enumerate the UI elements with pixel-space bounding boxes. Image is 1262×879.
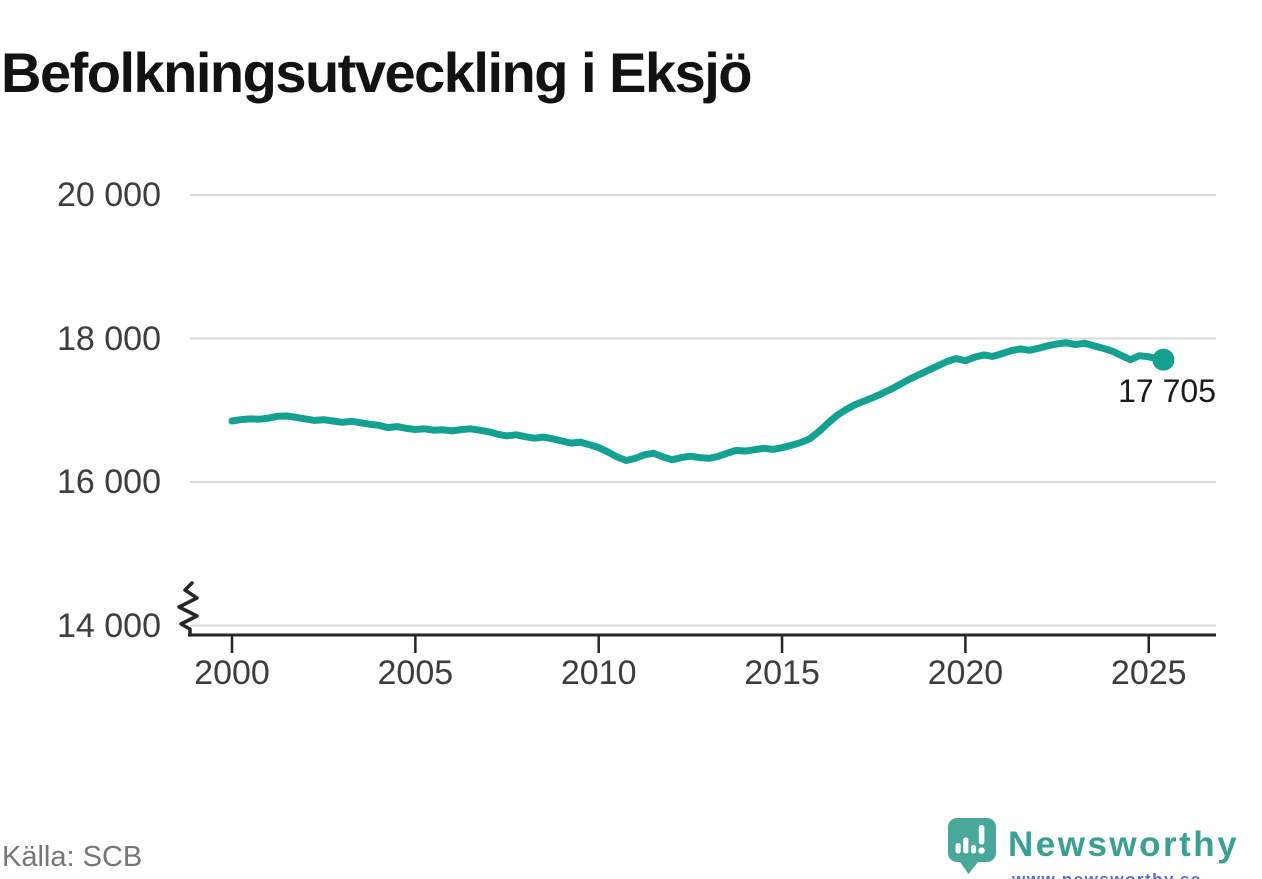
y-tick-label-20000: 20 000 [57,176,161,214]
y-tick-label-16000: 16 000 [57,463,161,501]
x-tick-label-2010: 2010 [560,654,637,692]
last-value-label: 17 705 [1118,373,1216,409]
newsworthy-wordmark: Newsworthy [1008,825,1240,864]
y-tick-label-14000: 14 000 [57,606,161,645]
y-axis-break-icon [177,581,199,637]
y-tick-label-18000: 18 000 [57,319,161,358]
chart-title: Befolkningsutveckling i Eksjö [1,40,753,104]
newsworthy-speech-bubble-chart-icon [948,818,996,874]
cropped-url-text: www.newsworthy.se [1012,871,1262,879]
x-tick-label-2005: 2005 [377,654,454,692]
x-tick-label-2000: 2000 [194,654,270,692]
x-tick-label-2015: 2015 [744,654,820,692]
last-point-dot [1152,348,1175,371]
x-tick-label-2025: 2025 [1110,654,1187,692]
population-line [228,339,1167,464]
x-tick-label-2020: 2020 [927,654,1004,692]
newsworthy-logo: Newsworthy [947,817,1262,879]
source-note: Källa: SCB [2,841,143,873]
